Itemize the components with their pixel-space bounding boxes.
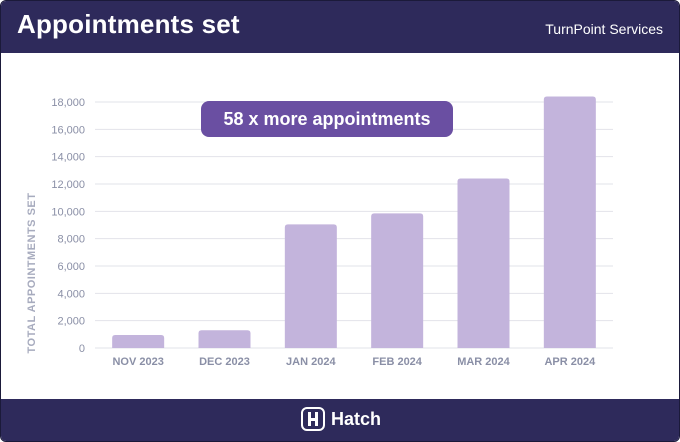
x-tick-label: FEB 2024 — [372, 356, 422, 368]
y-tick-label: 18,000 — [51, 97, 85, 109]
x-axis-ticks: NOV 2023 DEC 2023 JAN 2024 FEB 2024 MAR 2024… — [112, 356, 596, 368]
bar — [198, 330, 251, 348]
bar — [112, 335, 165, 348]
x-tick-label: NOV 2023 — [112, 356, 163, 368]
y-tick-label: 0 — [79, 343, 85, 355]
y-tick-label: 6,000 — [57, 261, 85, 273]
y-tick-label: 14,000 — [51, 152, 85, 164]
y-tick-label: 8,000 — [57, 234, 85, 246]
x-tick-label: APR 2024 — [544, 356, 596, 368]
y-tick-label: 4,000 — [57, 288, 85, 300]
hatch-logo-icon — [300, 407, 325, 431]
x-tick-label: DEC 2023 — [199, 356, 250, 368]
bar — [543, 96, 596, 349]
bar — [457, 178, 510, 348]
y-tick-label: 10,000 — [51, 206, 85, 218]
bar — [284, 224, 337, 348]
bar-chart: 0 2,000 4,000 6,000 8,000 10,000 12,000 14,000 1… — [26, 96, 613, 368]
company-name: TurnPoint Services — [545, 21, 663, 37]
y-tick-label: 2,000 — [57, 316, 85, 328]
annotation-text: 58 x more appointments — [223, 109, 430, 129]
grid-lines — [95, 101, 613, 349]
footer-bar: Hatch — [1, 399, 679, 441]
y-tick-label: 12,000 — [51, 179, 85, 191]
x-tick-label: JAN 2024 — [286, 356, 336, 368]
x-tick-label: MAR 2024 — [457, 356, 510, 368]
y-axis-label: TOTAL APPOINTMENTS SET — [26, 193, 38, 354]
y-tick-label: 16,000 — [51, 124, 85, 136]
brand: Hatch — [1, 407, 679, 431]
bars — [112, 96, 596, 349]
annotation-callout: 58 x more appointments — [201, 101, 453, 137]
y-axis-ticks: 0 2,000 4,000 6,000 8,000 10,000 12,000 14,000 1… — [51, 97, 85, 355]
bar — [371, 213, 424, 348]
header-bar: Appointments set TurnPoint Services — [1, 1, 679, 53]
page-title: Appointments set — [17, 9, 240, 39]
brand-name: Hatch — [330, 408, 381, 429]
annotation-callout-bg — [201, 101, 453, 137]
